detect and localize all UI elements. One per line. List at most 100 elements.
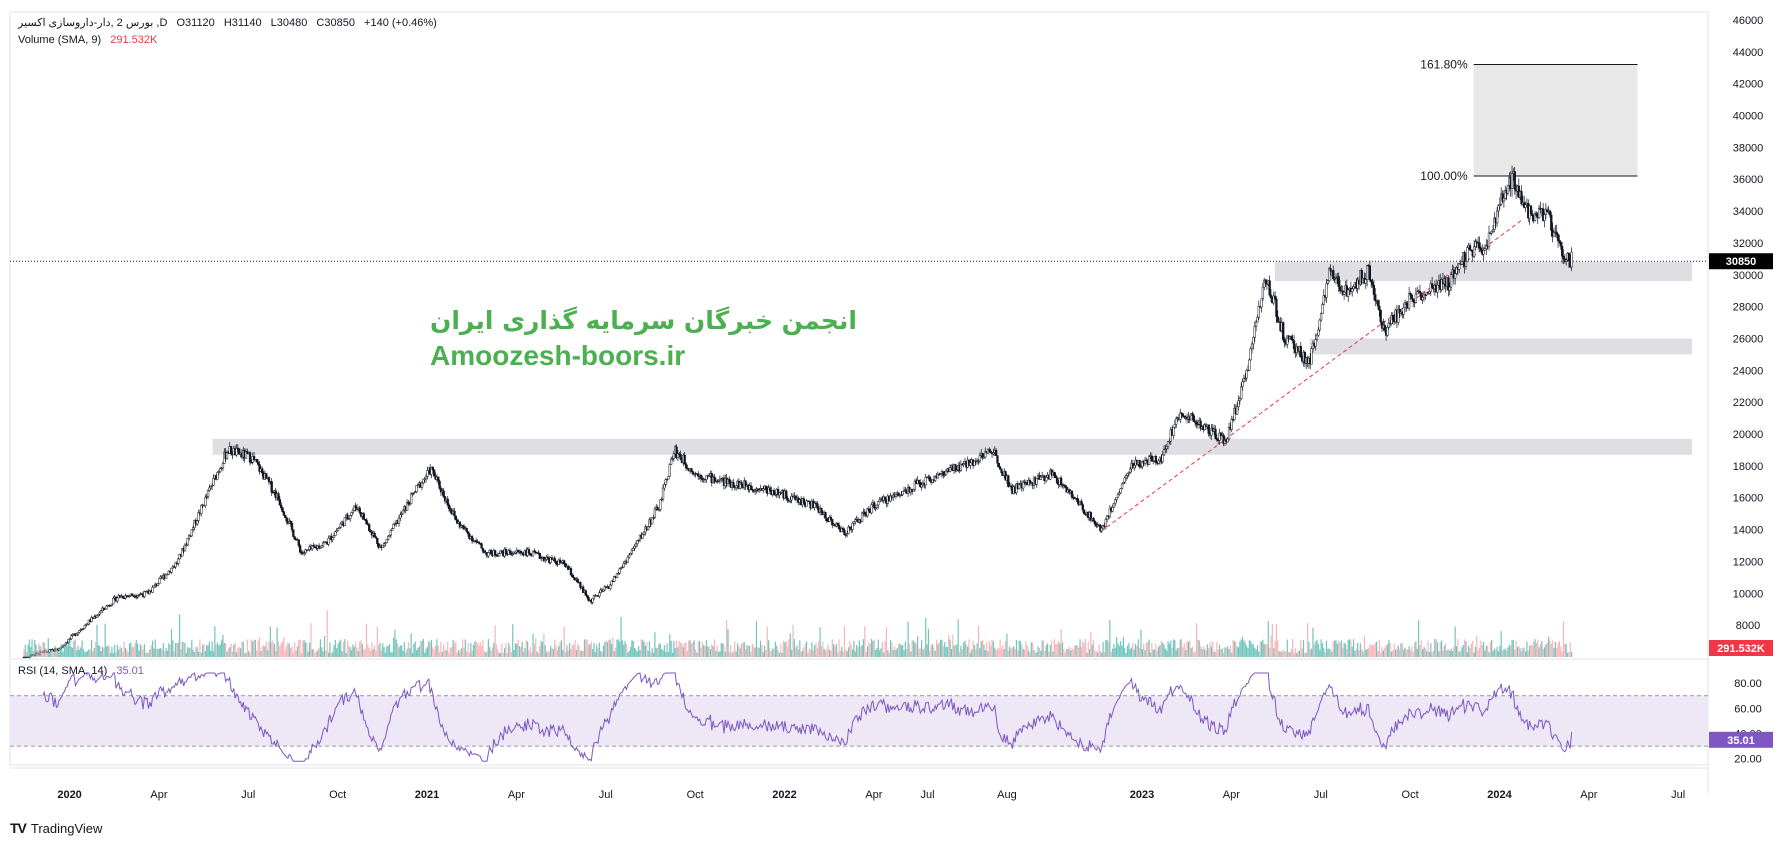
volume-bar — [1476, 635, 1478, 657]
candle — [483, 549, 486, 554]
volume-bar — [933, 647, 935, 657]
volume-bar — [1086, 652, 1088, 657]
volume-bar — [1459, 650, 1462, 657]
volume-bar — [931, 644, 934, 657]
candle — [877, 500, 880, 509]
candle — [686, 464, 689, 470]
symbol-name[interactable]: بورس 2 ,دار-داروسازی اکسیر ,D — [18, 17, 168, 29]
volume-bar — [142, 649, 144, 657]
volume-bar — [260, 650, 262, 657]
price-change: +140 (+0.46%) — [364, 17, 437, 29]
candle — [564, 562, 567, 569]
candle — [1487, 225, 1491, 251]
volume-bar — [1443, 645, 1445, 657]
volume-bar — [903, 650, 905, 657]
candle — [1299, 342, 1302, 359]
volume-bar — [1388, 640, 1390, 657]
volume-bar — [644, 645, 647, 657]
candle — [336, 527, 340, 531]
volume-bar — [46, 649, 48, 657]
volume-bar — [32, 650, 34, 657]
volume-bar — [1087, 641, 1089, 657]
candle — [1337, 272, 1340, 292]
volume-bar — [1436, 642, 1439, 657]
candle — [1080, 498, 1083, 506]
volume-bar — [1260, 641, 1263, 657]
candle — [1119, 488, 1122, 494]
candle — [1254, 319, 1258, 332]
candle — [365, 517, 368, 525]
volume-bar — [487, 639, 489, 657]
volume-bar — [348, 645, 350, 657]
volume-bar — [1277, 640, 1279, 657]
candle — [632, 546, 635, 552]
volume-bar — [424, 652, 426, 657]
volume-bar — [329, 642, 331, 657]
rsi-label[interactable]: RSI (14, SMA, 14) — [18, 665, 108, 677]
volume-bar — [662, 650, 664, 657]
volume-bar — [1084, 639, 1087, 657]
volume-bar — [831, 639, 833, 657]
volume-bar — [1254, 648, 1256, 657]
price-tick-label: 40000 — [1733, 111, 1764, 123]
candle — [1454, 267, 1457, 285]
volume-bar — [1097, 652, 1099, 657]
volume-bar — [1252, 644, 1254, 657]
volume-label[interactable]: Volume (SMA, 9) — [18, 34, 102, 46]
candle — [1165, 444, 1168, 453]
candle — [1242, 374, 1246, 383]
volume-bar — [1537, 639, 1539, 657]
candle — [480, 542, 483, 549]
candle — [671, 455, 674, 461]
volume-bar — [141, 645, 143, 657]
candle — [1222, 433, 1225, 447]
volume-bar — [76, 650, 78, 657]
candle — [943, 470, 946, 478]
volume-bar — [452, 639, 454, 657]
volume-bar — [432, 647, 434, 657]
volume-bar — [1053, 639, 1055, 657]
volume-bar — [303, 640, 305, 657]
volume-bar — [1424, 648, 1426, 657]
time-tick-label: 2024 — [1487, 789, 1512, 801]
candle — [870, 502, 873, 515]
volume-bar — [476, 643, 479, 657]
volume-bar — [1566, 652, 1569, 657]
volume-bar — [558, 646, 560, 657]
volume-bar — [766, 626, 768, 657]
volume-bar — [1546, 642, 1548, 657]
volume-bar — [364, 649, 366, 657]
volume-bar — [219, 644, 221, 657]
candle — [786, 495, 789, 503]
volume-bar — [1514, 649, 1516, 657]
volume-bar — [916, 636, 919, 657]
candle — [691, 470, 694, 476]
volume-bar — [323, 635, 326, 657]
candle — [1405, 300, 1408, 312]
volume-bar — [839, 650, 842, 657]
volume-bar — [822, 641, 824, 657]
volume-bar — [283, 637, 285, 657]
volume-bar — [294, 642, 296, 657]
candle — [385, 538, 388, 544]
volume-bar — [1434, 639, 1436, 657]
volume-bar — [585, 639, 587, 657]
candle — [1482, 247, 1485, 262]
candle — [1376, 298, 1380, 310]
volume-bar — [195, 646, 197, 657]
candle — [1428, 290, 1431, 295]
volume-bar — [885, 627, 888, 657]
volume-bar — [842, 651, 844, 657]
candle — [415, 485, 418, 494]
volume-bar — [964, 640, 966, 657]
volume-bar — [287, 642, 289, 657]
volume-bar — [577, 643, 579, 657]
tradingview-brand[interactable]: TV TradingView — [10, 820, 102, 836]
volume-bar — [941, 639, 943, 657]
volume-bar — [937, 644, 939, 657]
volume-bar — [1134, 643, 1137, 657]
volume-bar — [865, 652, 867, 657]
candle — [860, 511, 864, 523]
volume-bar — [616, 639, 618, 657]
